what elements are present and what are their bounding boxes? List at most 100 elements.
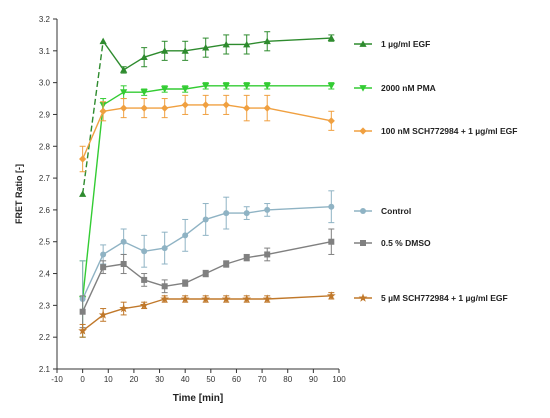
data-point — [202, 44, 210, 51]
series-line-segment — [225, 256, 247, 265]
y-tick-label: 3.2 — [39, 15, 51, 24]
series-line-segment — [143, 279, 165, 287]
series-line-segment — [102, 91, 125, 106]
series-line-segment — [123, 56, 145, 71]
series-5 — [79, 228, 335, 329]
data-point — [181, 86, 189, 93]
data-point — [120, 66, 128, 73]
data-point — [358, 293, 368, 302]
data-point — [120, 89, 128, 96]
x-tick-label: 100 — [332, 375, 346, 384]
data-point — [243, 254, 250, 261]
series-line-segment — [267, 37, 332, 42]
data-point — [223, 261, 230, 267]
data-point — [221, 294, 231, 303]
x-tick-label: -10 — [51, 375, 63, 384]
data-point — [119, 303, 129, 313]
data-point — [222, 101, 230, 109]
data-point — [120, 238, 127, 245]
y-tick-label: 2.5 — [39, 238, 51, 247]
data-point — [326, 291, 336, 300]
data-point — [202, 82, 210, 90]
series-1 — [79, 31, 335, 197]
series-line-segment — [246, 40, 268, 46]
series-line-segment — [205, 212, 227, 221]
data-point — [202, 270, 209, 277]
series-line-segment — [81, 110, 104, 160]
y-axis-title: FRET Ratio [-] — [14, 164, 24, 224]
data-point — [327, 117, 335, 125]
data-point — [140, 89, 148, 96]
series-line-segment — [185, 46, 206, 52]
legend-label: 100 nM SCH772984 + 1 µg/ml EGF — [381, 126, 517, 136]
series-line-segment — [205, 263, 227, 275]
series-line-segment — [267, 107, 332, 122]
data-point — [222, 82, 230, 90]
y-tick-label: 3.1 — [39, 47, 51, 56]
data-point — [141, 248, 148, 255]
axes: 2.1 2.2 2.3 2.4 2.5 2.6 2.7 2.8 2.9 3.0 3.1 3.2 -10 0… — [39, 15, 346, 384]
data-point — [79, 155, 87, 163]
data-point — [359, 40, 367, 47]
x-tick-label: 80 — [283, 375, 292, 384]
data-point — [264, 251, 271, 258]
series-line-segment — [267, 206, 332, 211]
data-point — [182, 232, 189, 239]
y-tick-label: 2.6 — [39, 206, 51, 215]
y-tick-label: 2.4 — [39, 270, 51, 279]
data-point — [100, 264, 107, 271]
y-tick-label: 2.7 — [39, 174, 51, 183]
series-line-segment — [143, 50, 165, 58]
legend-label: Control — [381, 206, 411, 216]
series-line-segment — [82, 266, 104, 313]
legend-label: 5 µM SCH772984 + 1 µg/ml EGF — [381, 293, 508, 303]
series-line-segment — [82, 314, 104, 332]
data-point — [263, 104, 271, 112]
data-point — [140, 104, 148, 112]
legend-entry-6: 5 µM SCH772984 + 1 µg/ml EGF — [354, 293, 508, 303]
data-point — [181, 47, 189, 54]
data-point — [120, 261, 127, 267]
data-point — [161, 283, 168, 290]
data-point — [140, 53, 148, 61]
y-tick-label: 2.2 — [39, 333, 51, 342]
data-point — [141, 276, 148, 283]
series-line-segment — [184, 218, 207, 236]
data-point — [243, 104, 251, 112]
plot-area — [78, 31, 336, 338]
series-line-segment — [164, 234, 186, 249]
series-line-segment — [82, 254, 104, 300]
data-point — [327, 34, 335, 41]
data-point — [180, 294, 190, 303]
data-point — [161, 245, 168, 252]
data-point — [79, 190, 87, 197]
data-point — [100, 251, 107, 258]
legend: 1 µg/ml EGF 2000 nM PMA 100 nM SCH772984 +… — [354, 39, 517, 303]
data-point — [242, 294, 252, 303]
x-tick-label: 0 — [80, 375, 85, 384]
data-point — [161, 104, 169, 112]
series-line-segment — [267, 295, 332, 300]
series-line-segment — [164, 104, 186, 109]
data-point — [243, 210, 250, 217]
data-point — [202, 216, 209, 223]
data-point — [327, 82, 335, 90]
series-line-segment — [226, 104, 247, 109]
series-line-segment — [123, 241, 145, 252]
x-tick-label: 10 — [104, 375, 113, 384]
series-line-segment — [144, 88, 165, 93]
x-tick-label: 30 — [155, 375, 164, 384]
data-point — [161, 86, 169, 93]
x-tick-label: 40 — [181, 375, 190, 384]
data-point — [223, 210, 230, 217]
data-point — [161, 47, 169, 54]
series-line-segment — [102, 241, 125, 256]
legend-label: 2000 nM PMA — [381, 83, 436, 93]
x-tick-label: 60 — [232, 375, 241, 384]
x-tick-label: 20 — [129, 375, 138, 384]
x-tick-label: 50 — [206, 375, 215, 384]
series-line-segment — [102, 40, 125, 71]
data-point — [263, 82, 271, 90]
